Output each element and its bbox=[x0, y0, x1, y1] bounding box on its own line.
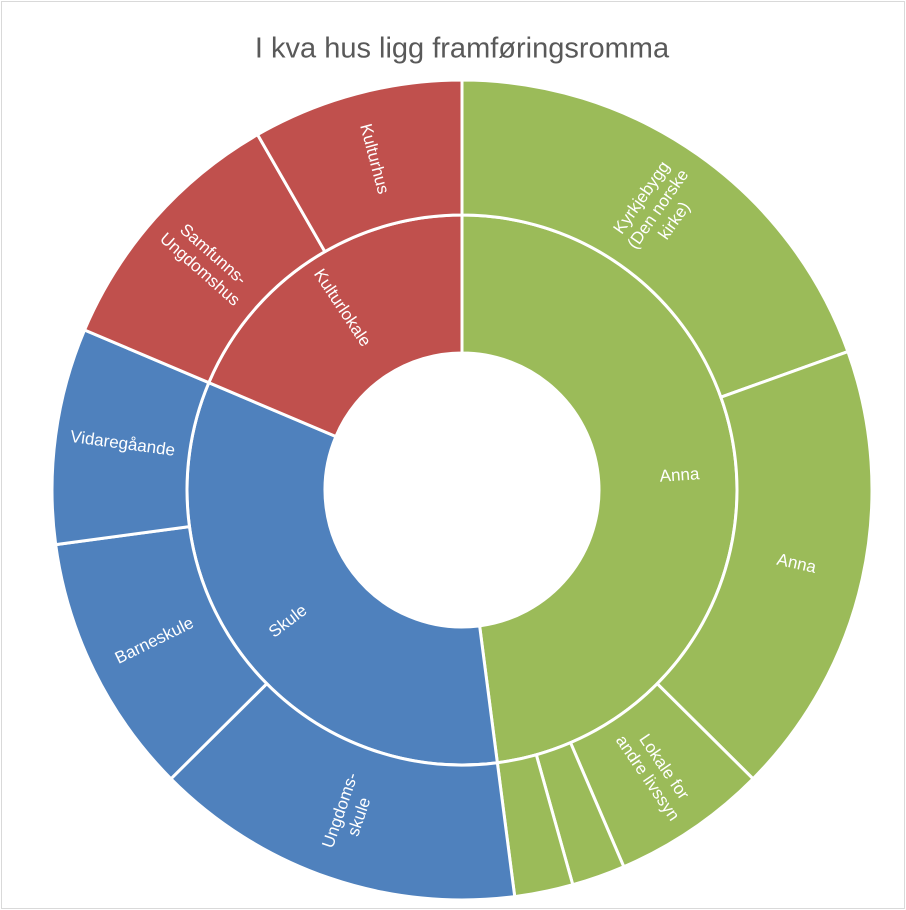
chart-title: I kva hus ligg framføringsromma bbox=[255, 33, 670, 65]
outer-segment bbox=[460, 78, 850, 400]
outer-segment bbox=[255, 78, 464, 254]
segment-label: Anna bbox=[659, 464, 700, 486]
outer-segment bbox=[655, 349, 874, 781]
